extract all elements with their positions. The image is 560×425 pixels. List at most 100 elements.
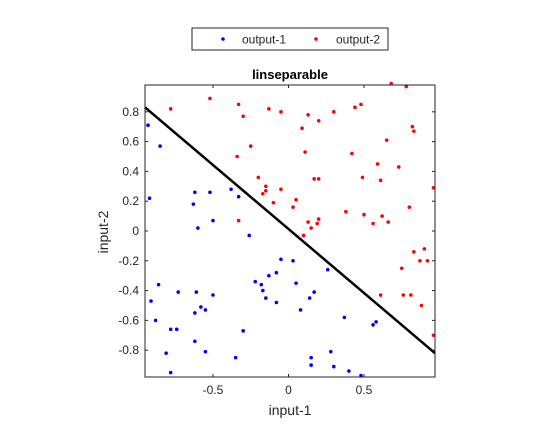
y-tick-label: -0.8	[118, 343, 139, 357]
legend: output-1 output-2	[191, 27, 389, 51]
legend-marker-output-1	[221, 37, 225, 41]
point-series-1	[236, 194, 241, 199]
y-tick-label: -0.2	[118, 254, 139, 268]
point-series-1	[229, 187, 233, 192]
point-series-1	[274, 300, 279, 305]
point-series-1	[328, 349, 333, 354]
y-axis-label: input-2	[95, 210, 111, 253]
point-series-1	[164, 351, 168, 355]
point-series-2	[261, 191, 265, 196]
point-series-2	[350, 151, 354, 156]
point-series-2	[410, 124, 415, 129]
point-series-1	[241, 329, 245, 333]
point-series-2	[306, 112, 310, 117]
point-series-2	[264, 188, 268, 193]
point-series-1	[153, 318, 158, 323]
point-series-1	[347, 369, 351, 373]
point-series-1	[203, 349, 208, 354]
point-series-2	[301, 233, 306, 238]
point-series-1	[291, 258, 295, 263]
x-tick-label: 0.5	[356, 383, 373, 397]
point-series-1	[309, 355, 313, 360]
point-series-2	[431, 333, 436, 338]
data-points	[146, 81, 436, 378]
point-series-1	[176, 290, 181, 294]
point-series-2	[380, 214, 384, 218]
point-series-1	[149, 299, 153, 303]
point-series-2	[396, 165, 401, 169]
point-series-2	[248, 144, 253, 148]
point-series-2	[291, 205, 295, 209]
point-series-2	[412, 129, 416, 133]
point-series-1	[294, 281, 298, 285]
point-series-1	[194, 290, 199, 294]
point-series-1	[196, 226, 200, 230]
point-series-2	[306, 220, 310, 224]
axis-ticks: -0.5 0 0.5 -0.8 -0.6 -0.4 -0.2 0 0.2 0.4 0.6 0.8	[118, 85, 435, 397]
point-series-2	[300, 126, 304, 131]
y-tick-label: 0.6	[122, 135, 139, 149]
point-series-1	[158, 144, 162, 148]
point-series-2	[236, 218, 241, 223]
point-series-1	[203, 308, 208, 312]
point-series-2	[360, 175, 365, 180]
point-series-2	[236, 102, 241, 107]
point-series-2	[316, 177, 321, 181]
point-series-2	[315, 221, 319, 226]
point-series-2	[303, 150, 307, 154]
point-series-2	[168, 107, 173, 111]
x-tick-label: -0.5	[203, 383, 224, 397]
point-series-2	[279, 187, 283, 192]
point-series-1	[211, 218, 215, 223]
chart-title: linseparable	[252, 67, 328, 82]
decision-boundary	[144, 106, 436, 355]
point-series-2	[371, 221, 375, 226]
point-series-1	[193, 190, 197, 195]
point-series-1	[147, 196, 152, 201]
point-series-1	[264, 296, 268, 300]
point-series-2	[384, 138, 389, 142]
point-series-1	[371, 323, 375, 327]
point-series-1	[146, 123, 150, 128]
point-series-1	[247, 233, 252, 238]
point-series-1	[156, 282, 161, 287]
point-series-2	[344, 209, 348, 214]
point-series-2	[407, 205, 412, 209]
point-series-1	[174, 327, 179, 332]
point-series-1	[309, 363, 313, 367]
x-axis-label: input-1	[269, 402, 312, 418]
point-series-1	[359, 373, 363, 378]
point-series-2	[389, 81, 393, 86]
point-series-1	[208, 190, 212, 195]
point-series-2	[316, 217, 321, 221]
point-series-1	[193, 339, 197, 344]
point-series-2	[332, 110, 336, 114]
point-series-2	[359, 102, 363, 107]
point-series-2	[294, 197, 298, 202]
point-series-2	[419, 303, 424, 308]
point-series-2	[312, 177, 316, 181]
point-series-2	[271, 200, 276, 205]
decision-boundary-line	[144, 106, 436, 355]
point-series-2	[208, 96, 212, 101]
y-tick-label: 0.2	[122, 194, 139, 208]
point-series-2	[267, 107, 271, 111]
legend-marker-output-2	[314, 37, 318, 41]
y-tick-label: -0.6	[118, 313, 139, 327]
point-series-2	[241, 114, 245, 119]
legend-label-output-1: output-1	[242, 33, 286, 47]
legend-label-output-2: output-2	[336, 33, 380, 47]
point-series-2	[378, 293, 383, 297]
point-series-1	[233, 355, 238, 360]
axes-box	[144, 84, 436, 378]
legend-box	[191, 27, 389, 51]
point-series-1	[193, 311, 197, 315]
point-series-2	[412, 250, 416, 254]
point-series-2	[264, 184, 268, 189]
point-series-1	[279, 257, 283, 262]
point-series-1	[298, 308, 303, 312]
point-series-2	[401, 293, 406, 297]
point-series-1	[342, 315, 347, 320]
y-tick-label: -0.4	[118, 284, 139, 298]
